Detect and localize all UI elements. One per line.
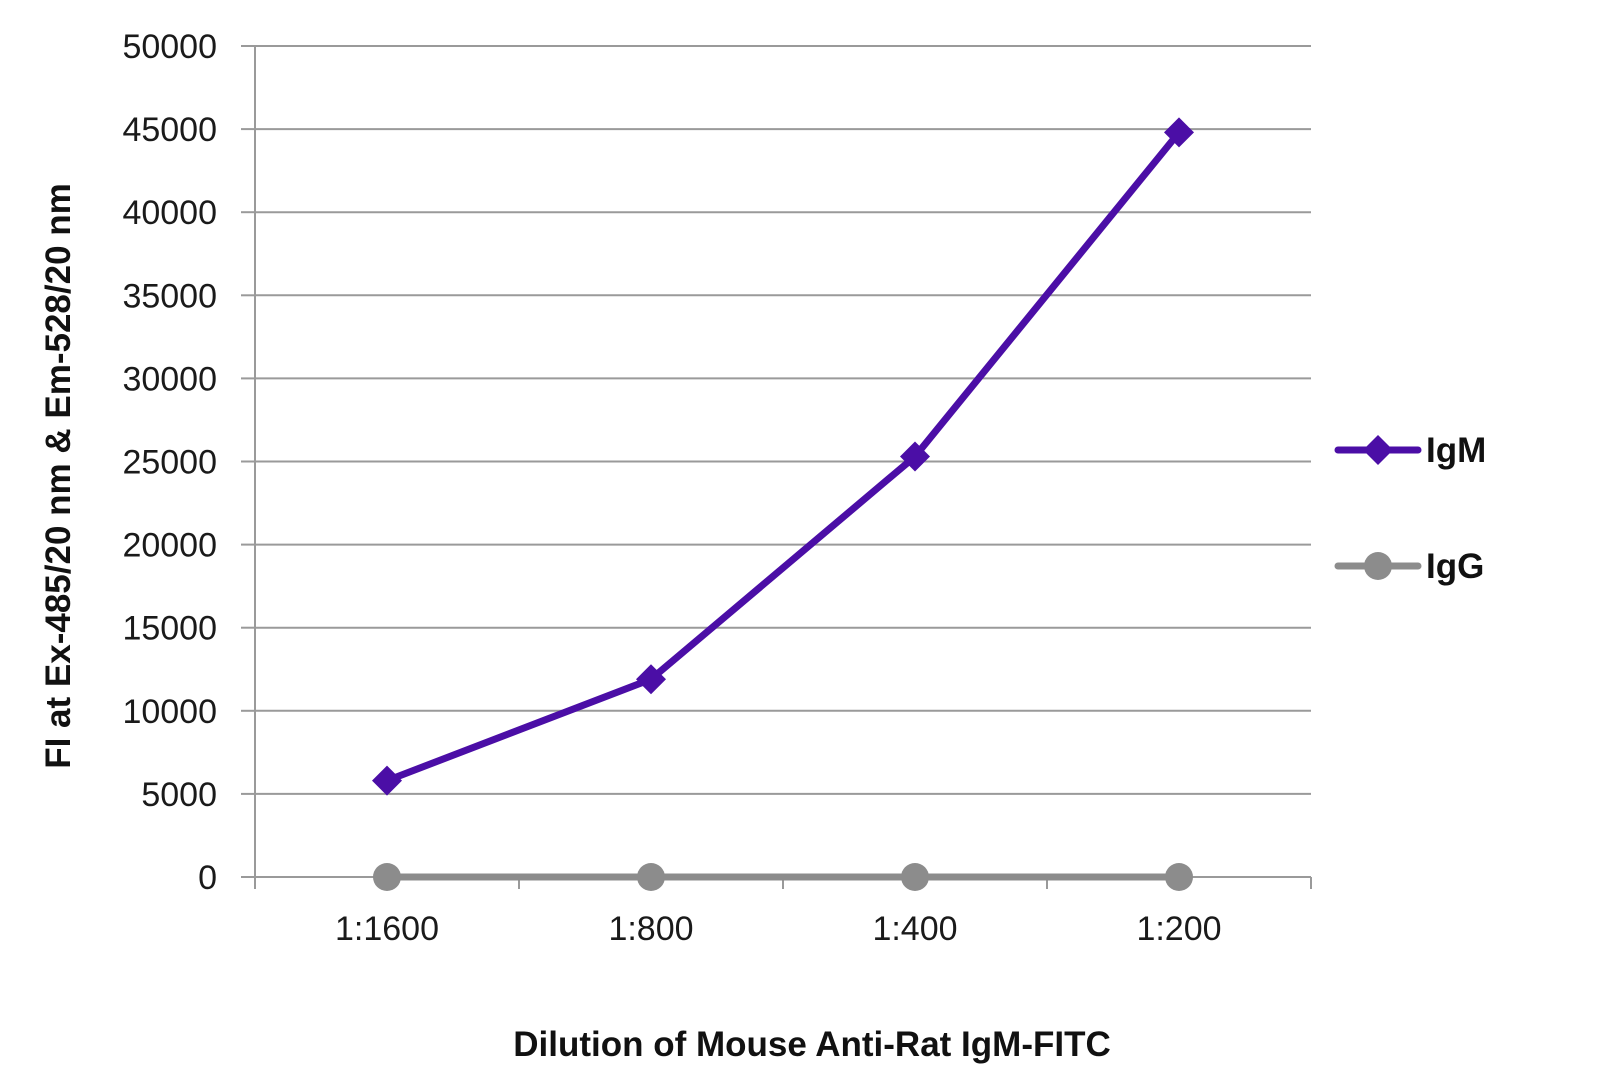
series-igg: [373, 863, 1193, 891]
legend-item-igg: IgG: [1334, 547, 1484, 586]
x-axis-title: Dilution of Mouse Anti-Rat IgM-FITC: [513, 1025, 1110, 1064]
series-igm: [372, 117, 1194, 796]
y-tick-labels: 0 5000 10000 15000 20000 25000 30000 35000 40000…: [122, 28, 217, 897]
y-tick-label: 45000: [122, 111, 217, 149]
gridlines: [255, 45, 1311, 795]
y-tick-label: 20000: [122, 527, 217, 565]
data-point-igm: [1164, 117, 1194, 148]
data-point-igm: [636, 664, 666, 695]
legend-label: IgG: [1426, 547, 1484, 586]
series-lines: [372, 117, 1194, 891]
x-tick-label: 1:400: [872, 910, 957, 948]
data-point-igg: [637, 863, 665, 891]
y-tick-label: 10000: [122, 693, 217, 731]
y-tick-label: 15000: [122, 610, 217, 648]
legend-marker: [1363, 435, 1393, 465]
legend: IgM IgG: [1334, 431, 1486, 586]
legend-label: IgM: [1426, 431, 1486, 470]
data-point-igg: [373, 863, 401, 891]
x-tick-labels: 1:1600 1:800 1:400 1:200: [335, 910, 1222, 948]
x-tick-label: 1:800: [608, 910, 693, 948]
y-tick-label: 5000: [141, 776, 217, 814]
x-tick-label: 1:200: [1136, 910, 1221, 948]
legend-item-igm: IgM: [1334, 431, 1486, 470]
y-tick-label: 25000: [122, 444, 217, 482]
data-point-igm: [372, 765, 402, 796]
y-tick-label: 50000: [122, 28, 217, 66]
y-axis-title: FI at Ex-485/20 nm & Em-528/20 nm: [39, 183, 78, 769]
data-point-igg: [1165, 863, 1193, 891]
data-point-igg: [901, 863, 929, 891]
y-tick-label: 40000: [122, 194, 217, 232]
legend-marker: [1364, 552, 1392, 580]
series-line-igm: [383, 128, 1183, 785]
x-tick-label: 1:1600: [335, 910, 439, 948]
data-point-igm: [900, 441, 930, 472]
y-tick-label: 35000: [122, 277, 217, 315]
y-tick-label: 30000: [122, 360, 217, 398]
y-tick-label: 0: [198, 859, 217, 897]
